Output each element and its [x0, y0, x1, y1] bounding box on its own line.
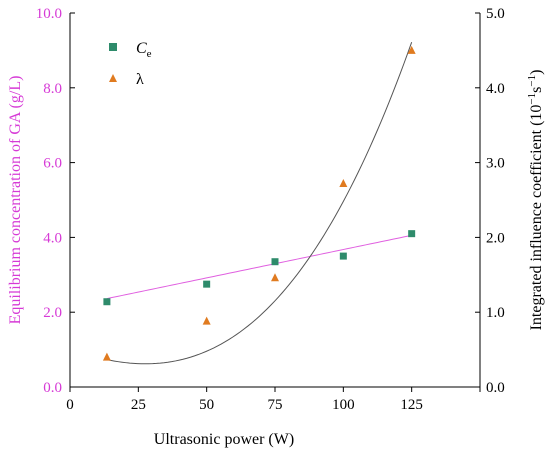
legend-label-ce: Ce [136, 40, 152, 60]
x-tick-label: 25 [131, 397, 146, 413]
right-y-axis-title-exp1: −1 [526, 93, 538, 105]
legend-marker-lambda [109, 74, 117, 82]
lambda-data-point [407, 45, 416, 54]
left-y-tick-label: 0.0 [43, 380, 62, 396]
left-y-tick-label: 2.0 [43, 305, 62, 321]
lambda-data-point [202, 316, 211, 325]
right-y-tick-label: 1.0 [486, 305, 505, 321]
ce-data-point [339, 252, 347, 260]
right-y-axis-title: Integrated influence coefficient (10−1s−… [526, 70, 545, 331]
data-points [102, 45, 416, 361]
right-y-axis-title-unit: s [528, 87, 545, 93]
x-axis-title: Ultrasonic power (W) [154, 431, 294, 448]
x-tick-label: 0 [66, 397, 74, 413]
lambda-data-point [271, 273, 279, 282]
x-tick-label: 75 [268, 397, 283, 413]
right-y-axis-title-close: ) [528, 70, 545, 75]
fit-lines [106, 42, 413, 365]
legend-label-lambda: λ [136, 71, 144, 88]
x-tick-label: 100 [332, 397, 355, 413]
right-y-axis-ticks: 0.0 1.0 2.0 3.0 4.0 5.0 [475, 6, 505, 396]
ce-data-point [203, 280, 211, 288]
legend-marker-ce [109, 43, 117, 51]
x-axis-ticks: 0 25 50 75 100 125 [66, 387, 481, 413]
left-y-tick-label: 8.0 [43, 81, 62, 97]
right-y-tick-label: 4.0 [486, 81, 505, 97]
ce-data-point [271, 258, 279, 266]
x-tick-label: 125 [400, 397, 423, 413]
right-y-axis-title-main: Integrated influence coefficient (10 [528, 105, 545, 331]
right-y-tick-label: 0.0 [486, 380, 505, 396]
left-y-tick-label: 6.0 [43, 156, 62, 172]
lambda-fit-curve [106, 42, 413, 365]
lambda-data-point [102, 352, 111, 361]
lambda-data-point [339, 179, 348, 188]
right-y-tick-label: 2.0 [486, 230, 505, 246]
left-y-axis-ticks: 0.0 2.0 4.0 6.0 8.0 10.0 [36, 6, 75, 396]
left-y-tick-label: 10.0 [36, 6, 62, 22]
right-y-tick-label: 3.0 [486, 156, 505, 172]
left-y-tick-label: 4.0 [43, 230, 62, 246]
legend: Ce λ [109, 40, 152, 88]
ce-data-point [103, 298, 111, 306]
right-y-axis-title-exp2: −1 [526, 75, 538, 87]
left-y-axis-title: Equilibrium concentration of GA (g/L) [7, 76, 24, 325]
x-tick-label: 50 [199, 397, 214, 413]
ce-fit-line [106, 234, 412, 300]
ce-data-point [408, 230, 416, 238]
right-y-tick-label: 5.0 [486, 6, 505, 22]
